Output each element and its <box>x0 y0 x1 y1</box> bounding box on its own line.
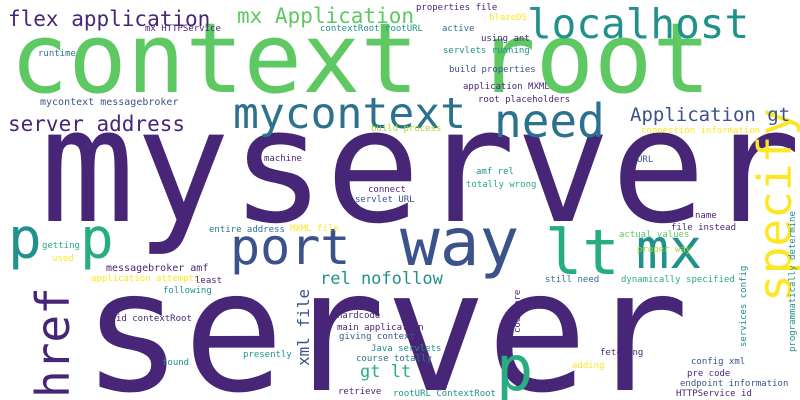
word-totally-wrong: totally wrong <box>466 180 537 190</box>
word-least: least <box>195 276 223 286</box>
word-connect: connect <box>368 185 406 195</box>
word-need: need <box>494 94 605 148</box>
word-following: following <box>163 286 212 296</box>
word-course-totally: course totally <box>356 354 432 364</box>
word-used: used <box>52 254 74 264</box>
word-hardcode: hardcode <box>337 311 381 321</box>
word-config-xml: config xml <box>691 357 746 367</box>
word-presently: presently <box>243 350 292 360</box>
word-p-mid: p <box>80 207 114 272</box>
word-application-mxml: application MXML <box>463 82 550 92</box>
word-build-properties: build properties <box>449 65 536 75</box>
word-still-need: still need <box>545 275 600 285</box>
word-using-ant: using ant <box>481 34 530 44</box>
word-httpservice-id: HTTPService id <box>676 389 752 399</box>
word-pre-code: pre code <box>687 369 731 379</box>
word-way: way <box>400 204 520 281</box>
word-java-servlets: Java servlets <box>371 344 442 354</box>
word-retrieve: retrieve <box>338 387 382 397</box>
word-file-instead: file instead <box>671 223 737 233</box>
word-gt-lt: gt lt <box>360 362 412 382</box>
word-proper-way: proper way <box>637 245 692 255</box>
word-servlet-url: servlet URL <box>355 195 415 205</box>
word-name: name <box>695 211 717 221</box>
word-mycontext: mycontext <box>233 89 466 139</box>
word-amf-rel: amf rel <box>476 167 514 177</box>
word-mycontext-messagebroker: mycontext messagebroker <box>40 97 179 108</box>
word-mx: mx <box>636 217 703 281</box>
word-application-gt: Application gt <box>630 104 791 126</box>
word-root-placeholders: root placeholders <box>478 95 571 105</box>
word-rooturl-contextroot: rootURL ContextRoot <box>393 389 496 399</box>
word-context-root: context root <box>10 2 711 115</box>
word-programmatically-determine: programmatically determine <box>788 211 798 352</box>
word-actual-values: actual values <box>619 230 690 240</box>
word-build-process: build process <box>371 124 442 134</box>
word-mx-application: mx Application <box>237 4 415 28</box>
word-id-contextroot: id contextRoot <box>116 314 192 324</box>
word-fetching: fetching <box>600 348 644 358</box>
word-server: server <box>82 234 689 400</box>
word-runtime: runtime <box>38 49 76 59</box>
word-server-address: server address <box>8 112 186 136</box>
word-getting: getting <box>42 241 80 251</box>
word-giving-context: giving context <box>339 332 415 342</box>
word-application-attempts: application attempts <box>91 274 200 284</box>
word-rel-nofollow: rel nofollow <box>320 269 443 289</box>
word-connection-information: connection information <box>641 126 761 136</box>
word-mxml-file: MXML file <box>290 224 339 234</box>
word-p-left: p <box>8 207 42 272</box>
word-mx-httpservice: mx HTTPService <box>145 24 221 34</box>
word-myserver: myserver <box>40 75 800 259</box>
word-services-config: services config <box>739 265 749 347</box>
word-endpoint-information: endpoint information <box>680 379 789 389</box>
word-contextroot-rooturl: contextRoot rootURL <box>320 24 423 34</box>
word-dynamically-specified: dynamically specified <box>621 275 735 285</box>
word-p-low: p <box>496 332 534 400</box>
word-servlets-running: servlets running <box>443 46 530 56</box>
word-flex-application: flex application <box>8 7 211 31</box>
word-code-pre: code pre <box>513 289 523 333</box>
word-found: found <box>162 358 190 368</box>
word-lt: lt <box>545 216 620 289</box>
word-url: URL <box>637 155 654 165</box>
word-blazeds: blazeDS <box>489 13 527 23</box>
word-localhost: localhost <box>527 0 750 48</box>
word-properties-file: properties file <box>416 3 498 13</box>
word-machine: machine <box>264 154 302 164</box>
word-active: active <box>442 24 475 34</box>
word-port: port <box>230 218 351 276</box>
word-main-application: main application <box>337 323 424 333</box>
word-xml-file: xml file <box>294 288 313 366</box>
word-entire-address: entire address <box>209 225 285 235</box>
word-messagebroker-amf: messagebroker amf <box>106 263 209 274</box>
word-href: href <box>26 287 80 398</box>
word-adding: adding <box>572 361 605 371</box>
